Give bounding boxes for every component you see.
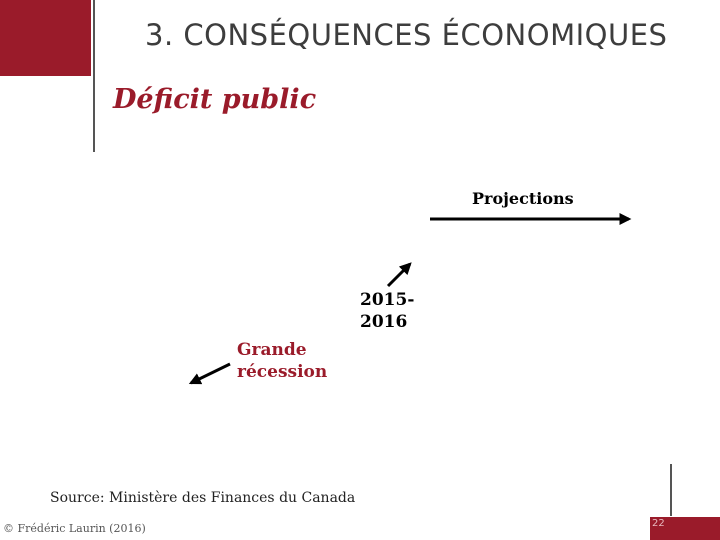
projections-label: Projections bbox=[472, 189, 574, 208]
copyright-note: © Frédéric Laurin (2016) bbox=[3, 522, 146, 535]
slide-title: 3. CONSÉQUENCES ÉCONOMIQUES bbox=[145, 18, 668, 52]
recession-label-line2: récession bbox=[237, 362, 328, 382]
recession-arrow bbox=[188, 362, 231, 385]
period-label-line1: 2015- bbox=[360, 290, 415, 310]
slide-subtitle: Déficit public bbox=[113, 84, 317, 115]
page-number: 22 bbox=[652, 518, 665, 529]
page-number-box bbox=[650, 517, 720, 540]
source-note: Source: Ministère des Finances du Canada bbox=[50, 490, 356, 506]
period-label-line2: 2016 bbox=[360, 312, 408, 332]
recession-label: Grande récession bbox=[237, 339, 357, 383]
corner-accent-block bbox=[0, 0, 91, 76]
recession-label-line1: Grande bbox=[237, 340, 307, 360]
period-arrow bbox=[386, 262, 412, 288]
title-divider-line bbox=[93, 0, 95, 152]
footer-divider-line bbox=[670, 464, 672, 516]
period-label: 2015- 2016 bbox=[360, 289, 420, 333]
